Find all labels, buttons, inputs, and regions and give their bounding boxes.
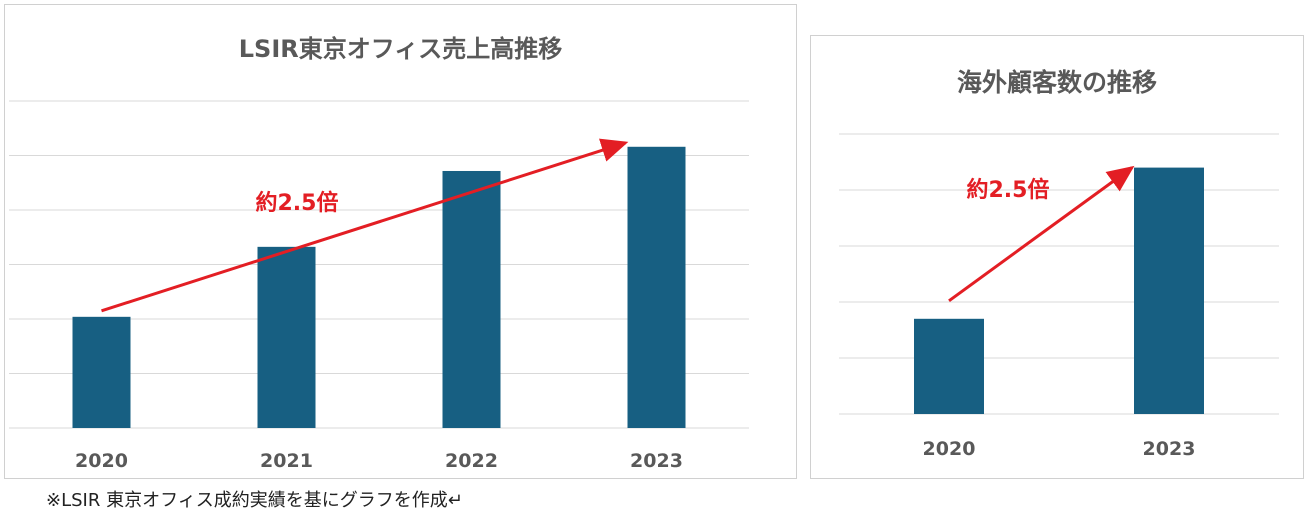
chart-sales-svg: 2020 2021 2022 2023 約2.5倍 [9,100,749,472]
x-tick-label-2020: 2020 [75,450,128,472]
growth-annotation: 約2.5倍 [967,177,1050,203]
growth-arrow [101,138,629,313]
bar-2023 [627,146,686,428]
x-tick-label-2023: 2023 [630,450,683,472]
x-tick-label-2020: 2020 [923,438,976,460]
chart-panel-customers: 海外顧客数の推移 2020 2023 約2.5倍 [810,35,1304,479]
bar-2023 [1134,167,1204,414]
chart-panel-sales: LSIR東京オフィス売上高推移 2020 2021 2022 2023 約2.5倍 [4,4,797,479]
bar-2020 [914,318,984,414]
growth-annotation: 約2.5倍 [256,190,339,216]
chart-title-customers: 海外顧客数の推移 [956,68,1157,97]
growth-arrow [948,165,1135,303]
x-tick-label-2022: 2022 [445,450,498,472]
x-tick-label-2021: 2021 [260,450,313,472]
footnote: ※LSIR 東京オフィス成約実績を基にグラフを作成↵ [46,490,463,511]
bar-2022 [442,170,501,428]
chart-title-sales: LSIR東京オフィス売上高推移 [238,35,563,63]
bar-2020 [72,316,131,428]
bar-2021 [257,246,316,428]
x-tick-label-2023: 2023 [1143,438,1196,460]
chart-customers-svg: 2020 2023 約2.5倍 [839,133,1279,460]
